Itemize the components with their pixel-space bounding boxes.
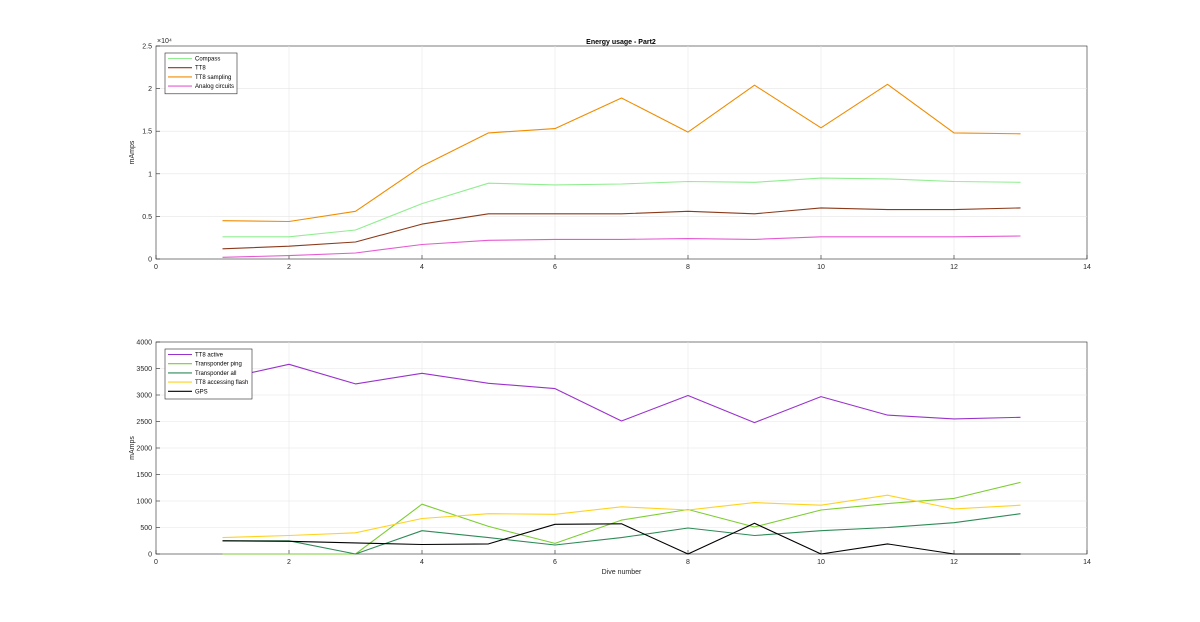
x-tick-label: 12 <box>950 559 958 566</box>
series-line-tt8-accessing-flash <box>222 494 1021 539</box>
plot-area <box>155 45 1088 260</box>
x-tick-label: 14 <box>1083 559 1091 566</box>
x-tick-label: 10 <box>817 559 825 566</box>
legend-label-transponder-ping: Transponder ping <box>195 362 242 368</box>
plot-energy-part-a: 0 2 4 6 8 10 12 14 0 0.5 1 1.5 2 2.5 ×10⁴ mAmps Compass T… <box>129 38 1091 271</box>
x-tick-label: 0 <box>154 559 158 566</box>
series-line-transponder-all <box>222 513 1021 555</box>
legend-label-transponder-all: Transponder all <box>195 371 236 377</box>
y-tick-label: 0 <box>148 552 152 559</box>
legend-label-analog-circuits: Analog circuits <box>195 84 234 90</box>
y-tick-label: 2 <box>148 86 152 93</box>
legend: TT8 active Transponder ping Transponder al… <box>164 348 253 400</box>
series-line-tt8-active <box>222 363 1021 424</box>
chart-title: Energy usage - Part2 <box>586 39 656 46</box>
legend-box <box>164 348 253 400</box>
legend-box <box>164 52 238 95</box>
y-tick-label: 3000 <box>136 393 152 400</box>
y-tick-label: 0 <box>148 257 152 264</box>
legend-label-tt8: TT8 <box>195 66 206 72</box>
y-tick-label: 500 <box>140 525 152 532</box>
x-tick-label: 12 <box>950 264 958 271</box>
x-tick-label: 2 <box>287 264 291 271</box>
x-axis-label: Dive number <box>602 569 642 576</box>
x-tick-label: 8 <box>686 559 690 566</box>
series-line-analog-circuits <box>222 235 1021 258</box>
series-line-gps <box>222 522 1021 555</box>
y-tick-label: 1 <box>148 171 152 178</box>
y-tick-label: 2.5 <box>142 44 152 51</box>
plot-energy-part-b: 0 2 4 6 8 10 12 14 0 500 1000 1500 2000 2500 3000 3500 4… <box>129 340 1091 577</box>
x-tick-label: 4 <box>420 559 424 566</box>
x-tick-label: 10 <box>817 264 825 271</box>
x-tick-label: 6 <box>553 559 557 566</box>
x-tick-label: 6 <box>553 264 557 271</box>
y-axis-label: mAmps <box>129 436 136 460</box>
series-line-tt8-sampling <box>222 83 1021 223</box>
y-tick-label: 1.5 <box>142 129 152 136</box>
legend-label-tt8-sampling: TT8 sampling <box>195 75 231 81</box>
y-tick-label: 4000 <box>136 340 152 347</box>
y-tick-label: 2500 <box>136 419 152 426</box>
y-tick-label: 2000 <box>136 446 152 453</box>
x-tick-label: 0 <box>154 264 158 271</box>
x-tick-label: 8 <box>686 264 690 271</box>
y-axis-label: mAmps <box>129 140 136 164</box>
series-line-tt8 <box>222 207 1021 250</box>
y-tick-label: 1500 <box>136 472 152 479</box>
legend-label-tt8-active: TT8 active <box>195 353 224 359</box>
legend-label-tt8-accessing-flash: TT8 accessing flash <box>195 380 248 386</box>
y-tick-label: 0.5 <box>142 214 152 221</box>
legend-label-gps: GPS <box>195 389 208 395</box>
series-line-compass <box>222 177 1021 238</box>
legend: Compass TT8 TT8 sampling Analog circuits <box>164 52 238 95</box>
x-tick-label: 4 <box>420 264 424 271</box>
x-tick-label: 2 <box>287 559 291 566</box>
y-tick-label: 1000 <box>136 499 152 506</box>
y-tick-label: 3500 <box>136 366 152 373</box>
legend-label-compass: Compass <box>195 57 220 63</box>
y-exponent-label: ×10⁴ <box>157 38 172 45</box>
x-tick-label: 14 <box>1083 264 1091 271</box>
